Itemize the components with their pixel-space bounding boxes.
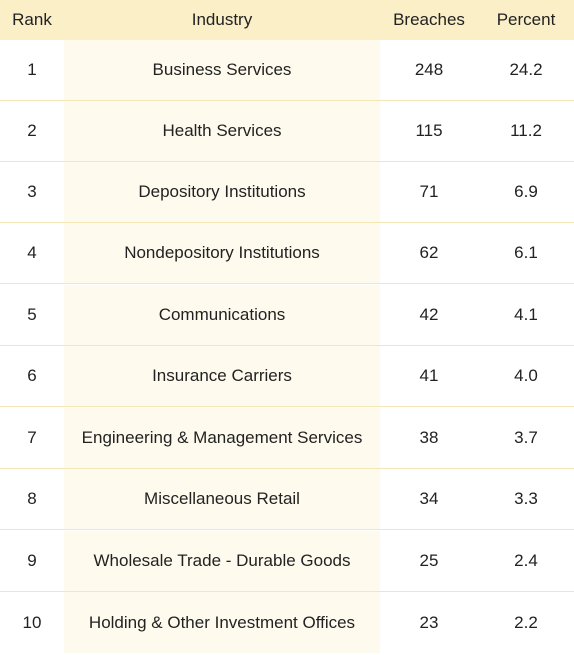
percent-cell: 4.1: [514, 305, 538, 324]
percent-cell: 4.0: [514, 366, 538, 385]
rank-cell: 1: [27, 60, 37, 79]
table-row: 2 Health Services 115 11.2: [0, 101, 574, 162]
industry-cell: Communications: [64, 285, 380, 345]
table-row: 6 Insurance Carriers 41 4.0: [0, 346, 574, 407]
industry-cell: Holding & Other Investment Offices: [64, 592, 380, 653]
rank-cell: 6: [27, 366, 37, 385]
percent-cell: 2.2: [514, 612, 538, 632]
rank-cell: 4: [27, 243, 37, 262]
breaches-cell: 42: [419, 305, 439, 324]
breaches-cell: 248: [414, 60, 444, 79]
header-percent: Percent: [496, 10, 556, 29]
breaches-cell: 71: [419, 182, 439, 201]
industry-cell: Miscellaneous Retail: [64, 469, 380, 529]
breaches-cell: 41: [419, 366, 439, 385]
industry-cell: Insurance Carriers: [64, 346, 380, 406]
industry-cell: Health Services: [64, 101, 380, 161]
table-row: 4 Nondepository Institutions 62 6.1: [0, 223, 574, 284]
table-row: 5 Communications 42 4.1: [0, 285, 574, 346]
rank-cell: 10: [22, 612, 42, 632]
percent-cell: 2.4: [514, 551, 538, 570]
percent-cell: 6.9: [514, 182, 538, 201]
header-rank: Rank: [12, 10, 52, 29]
table-row: 10 Holding & Other Investment Offices 23…: [0, 592, 574, 653]
table-header: Rank Industry Breaches Percent: [0, 0, 574, 40]
table-row: 8 Miscellaneous Retail 34 3.3: [0, 469, 574, 530]
table-row: 7 Engineering & Management Services 38 3…: [0, 408, 574, 469]
table-row: 9 Wholesale Trade - Durable Goods 25 2.4: [0, 531, 574, 592]
percent-cell: 24.2: [509, 60, 543, 79]
rank-cell: 8: [27, 489, 37, 508]
percent-cell: 11.2: [510, 121, 542, 140]
percent-cell: 6.1: [514, 243, 538, 262]
industry-cell: Business Services: [64, 40, 380, 100]
breaches-cell: 62: [419, 243, 439, 262]
rank-cell: 2: [27, 121, 37, 140]
breaches-cell: 34: [419, 489, 439, 508]
table-row: 3 Depository Institutions 71 6.9: [0, 162, 574, 223]
breaches-cell: 115: [415, 121, 443, 140]
industry-cell: Engineering & Management Services: [64, 408, 380, 468]
breaches-cell: 38: [419, 428, 439, 447]
industry-cell: Nondepository Institutions: [64, 223, 380, 283]
rank-cell: 7: [27, 428, 37, 447]
header-breaches: Breaches: [393, 10, 465, 29]
percent-cell: 3.3: [514, 489, 538, 508]
industry-cell: Depository Institutions: [64, 162, 380, 222]
breaches-cell: 23: [419, 612, 439, 632]
header-industry: Industry: [191, 10, 253, 29]
percent-cell: 3.7: [514, 428, 538, 447]
breaches-cell: 25: [419, 551, 439, 570]
rank-cell: 9: [27, 551, 37, 570]
industry-cell: Wholesale Trade - Durable Goods: [64, 531, 380, 591]
table-row: 1 Business Services 248 24.2: [0, 40, 574, 101]
rank-cell: 5: [27, 305, 37, 324]
rank-cell: 3: [27, 182, 37, 201]
